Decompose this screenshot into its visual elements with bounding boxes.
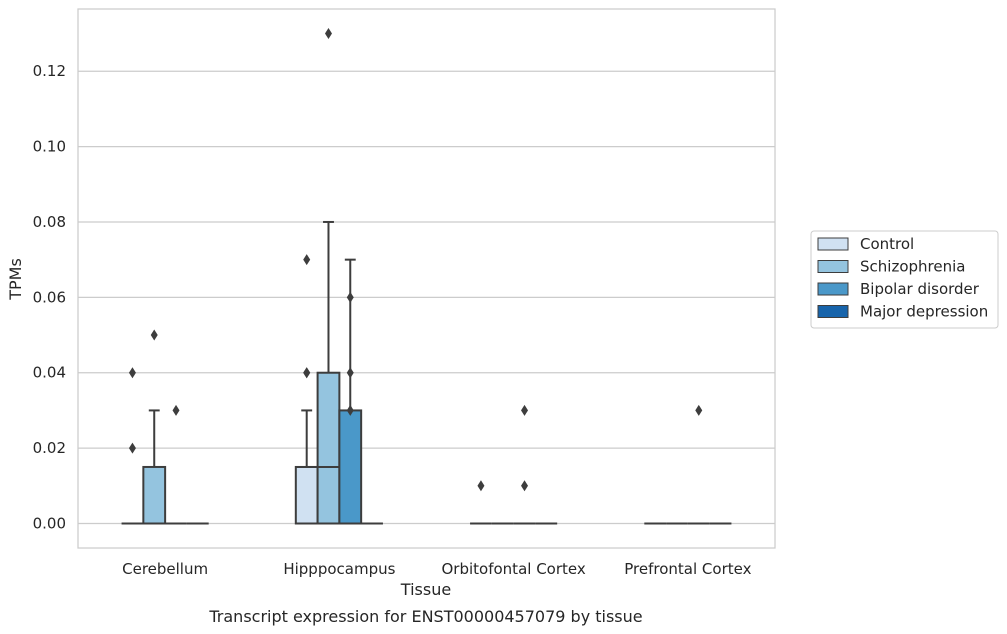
legend: Control Schizophrenia Bipolar disorder Majo… <box>810 230 999 329</box>
box-0-1 <box>142 329 167 525</box>
legend-frame <box>810 230 999 329</box>
box-1-1 <box>316 28 341 525</box>
legend-swatch <box>817 305 849 318</box>
box-0-2 <box>165 404 187 525</box>
y-tick-label: 0.06 <box>33 288 66 306</box>
outlier-point <box>303 254 311 266</box>
outlier-point <box>303 367 311 379</box>
y-tick-label: 0.02 <box>33 439 66 457</box>
legend-swatch <box>817 237 849 251</box>
outlier-point <box>128 442 136 454</box>
box-body <box>338 409 363 525</box>
legend-swatch <box>817 260 849 273</box>
box-1-2 <box>338 258 363 525</box>
y-tick-label: 0.00 <box>33 515 66 533</box>
y-tick-label: 0.04 <box>33 364 66 382</box>
x-axis-label: Tissue <box>400 580 451 599</box>
outlier-point <box>324 28 332 39</box>
x-tick-label: Hipppocampus <box>283 560 395 578</box>
legend-label: Control <box>860 235 914 253</box>
x-tick-label: Cerebellum <box>122 560 208 578</box>
outlier-point <box>172 404 180 416</box>
outlier-point <box>346 291 354 303</box>
x-axis-ticks: Cerebellum Hipppocampus Orbitofontal Corte… <box>122 560 751 578</box>
y-tick-label: 0.12 <box>33 62 66 80</box>
box-3-2 <box>687 404 710 525</box>
box-2-2 <box>513 404 536 525</box>
x-tick-label: Prefrontal Cortex <box>624 560 751 578</box>
y-axis-ticks: 0.00 0.02 0.04 0.06 0.08 0.10 0.12 <box>33 62 66 532</box>
y-tick-label: 0.08 <box>33 213 66 231</box>
outlier-point <box>477 480 485 492</box>
box-body <box>142 465 167 525</box>
outlier-point <box>150 329 158 341</box>
outlier-point <box>695 404 703 416</box>
box-body <box>316 371 341 525</box>
box-plot-layer <box>121 28 732 525</box>
chart-title: Transcript expression for ENST0000045707… <box>208 607 642 626</box>
legend-label: Schizophrenia <box>860 258 965 276</box>
outlier-point <box>346 404 354 416</box>
box-0-0 <box>121 367 144 525</box>
plot-frame <box>77 8 776 549</box>
y-axis-label: TPMs <box>6 258 25 301</box>
outlier-point <box>521 404 529 416</box>
legend-label: Bipolar disorder <box>860 280 980 298</box>
outlier-point <box>346 367 354 379</box>
x-tick-label: Orbitofontal Cortex <box>442 560 586 578</box>
grid-lines <box>78 70 775 525</box>
legend-label: Major depression <box>860 303 988 321</box>
outlier-point <box>521 480 529 492</box>
y-tick-label: 0.10 <box>33 138 66 156</box>
box-2-0 <box>470 480 492 525</box>
box-body <box>294 465 319 525</box>
outlier-point <box>128 367 136 379</box>
box-1-0 <box>294 254 319 525</box>
legend-swatch <box>817 282 849 296</box>
